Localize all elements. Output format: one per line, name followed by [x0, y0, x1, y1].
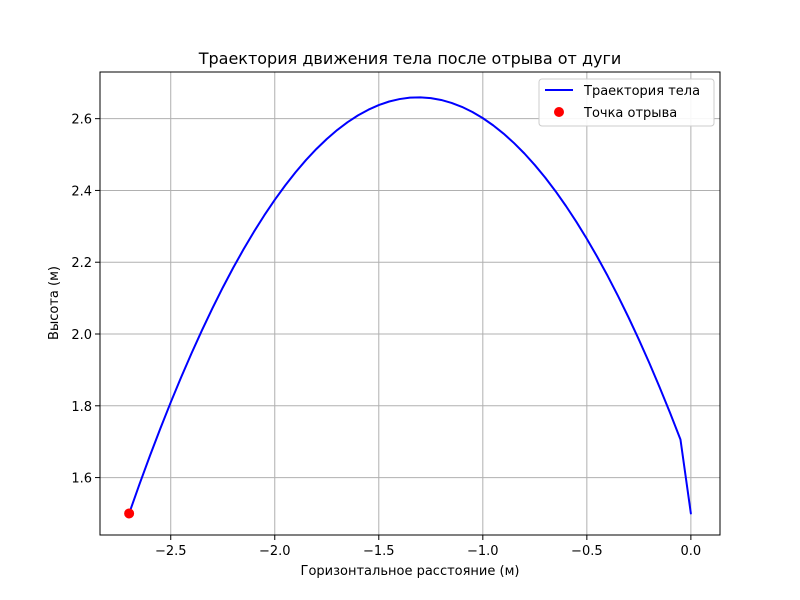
y-tick-label-1: 1.8 [71, 400, 92, 415]
plot-layer [124, 96, 692, 519]
x-tick-label-3: −1.0 [467, 544, 499, 559]
x-tick-label-4: −0.5 [571, 544, 603, 559]
legend-box [538, 78, 715, 127]
plot-frame [99, 71, 721, 536]
legend-point-swatch [554, 107, 564, 117]
trajectory-line [128, 96, 692, 515]
x-tick-label-0: −2.5 [155, 544, 187, 559]
y-axis-label: Высота (м) [47, 266, 62, 340]
x-tick-label-1: −2.0 [259, 544, 291, 559]
y-tick-label-3: 2.2 [71, 256, 92, 271]
x-axis-label: Горизонтальное расстояние (м) [301, 564, 520, 579]
x-tick-label-2: −1.5 [363, 544, 395, 559]
x-tick-label-5: 0.0 [681, 544, 702, 559]
ticks-layer: −2.5 −2.0 −1.5 −1.0 −0.5 0.0 1.6 1.8 2.0 2.2 2.4 2.… [71, 113, 701, 559]
legend: Траектория тела Точка отрыва [538, 78, 715, 127]
legend-label-breakaway: Точка отрыва [583, 106, 677, 121]
y-tick-label-5: 2.6 [71, 113, 92, 128]
axes-layer [99, 71, 721, 536]
grid-layer [100, 72, 720, 535]
legend-label-trajectory: Траектория тела [583, 84, 700, 99]
breakaway-point-0 [124, 508, 135, 519]
chart-title: Траектория движения тела после отрыва от… [198, 49, 622, 68]
y-tick-label-2: 2.0 [71, 328, 92, 343]
y-tick-label-0: 1.6 [71, 472, 92, 487]
y-tick-label-4: 2.4 [71, 184, 92, 199]
